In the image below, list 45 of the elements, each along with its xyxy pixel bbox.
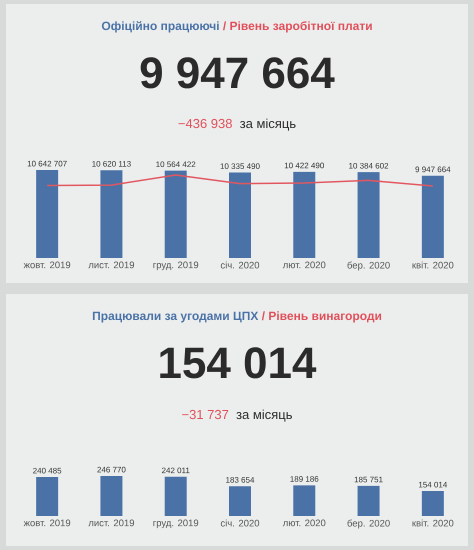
- data-label: 240 485: [33, 468, 62, 474]
- x-tick-label: жовт. 2019: [24, 520, 70, 526]
- x-tick-label: квіт. 2020: [412, 520, 454, 527]
- text: 9 947 664: [140, 57, 335, 88]
- data-label: 246 770: [97, 466, 126, 472]
- data-label: 189 186: [290, 476, 318, 482]
- x-tick-label: лют. 2020: [282, 262, 326, 268]
- text: 154 014: [160, 347, 316, 378]
- data-label: 10 564 422: [156, 161, 196, 168]
- data-label: 183 654: [226, 477, 254, 483]
- bar: [293, 485, 316, 516]
- data-label: 242 011: [162, 468, 190, 474]
- text: −31 737: [182, 410, 228, 420]
- bar: [358, 486, 380, 516]
- data-label: 9 947 664: [415, 166, 450, 172]
- x-tick-label: лист. 2019: [88, 262, 134, 268]
- bar: [422, 491, 444, 516]
- x-tick-label: бер. 2020: [348, 262, 390, 270]
- data-label: 10 422 490: [284, 162, 324, 168]
- chart-title: Офіційно працюючі: [102, 21, 219, 32]
- x-tick-label: січ. 2020: [220, 262, 260, 269]
- bar: [164, 476, 187, 516]
- data-label: 10 620 113: [92, 160, 131, 167]
- chart-subtitle: / Рівень заробітної плати: [222, 21, 372, 32]
- text: −436 938: [178, 118, 232, 128]
- x-tick-label: лист. 2019: [88, 520, 134, 526]
- x-tick-label: груд. 2019: [153, 520, 198, 528]
- data-label: 185 751: [354, 476, 383, 482]
- chart-subtitle: / Рівень винагороди: [262, 311, 382, 322]
- data-label: 10 335 490: [220, 163, 260, 170]
- text: за місяць: [236, 410, 292, 422]
- bar: [100, 476, 122, 516]
- chart-title: Працювали за угодами ЦПХ: [92, 312, 258, 322]
- x-tick-label: квіт. 2020: [412, 262, 454, 269]
- data-label: 10 642 707: [28, 160, 67, 166]
- x-tick-label: лют. 2020: [282, 520, 326, 526]
- x-tick-label: бер. 2020: [348, 520, 390, 528]
- data-label: 10 384 602: [349, 162, 388, 169]
- bar: [228, 486, 251, 516]
- x-tick-label: груд. 2019: [153, 262, 198, 270]
- data-label: 154 014: [418, 482, 448, 488]
- x-tick-label: січ. 2020: [220, 520, 260, 527]
- bar: [36, 477, 58, 516]
- text: за місяць: [240, 118, 296, 131]
- x-tick-label: жовт. 2019: [24, 262, 70, 268]
